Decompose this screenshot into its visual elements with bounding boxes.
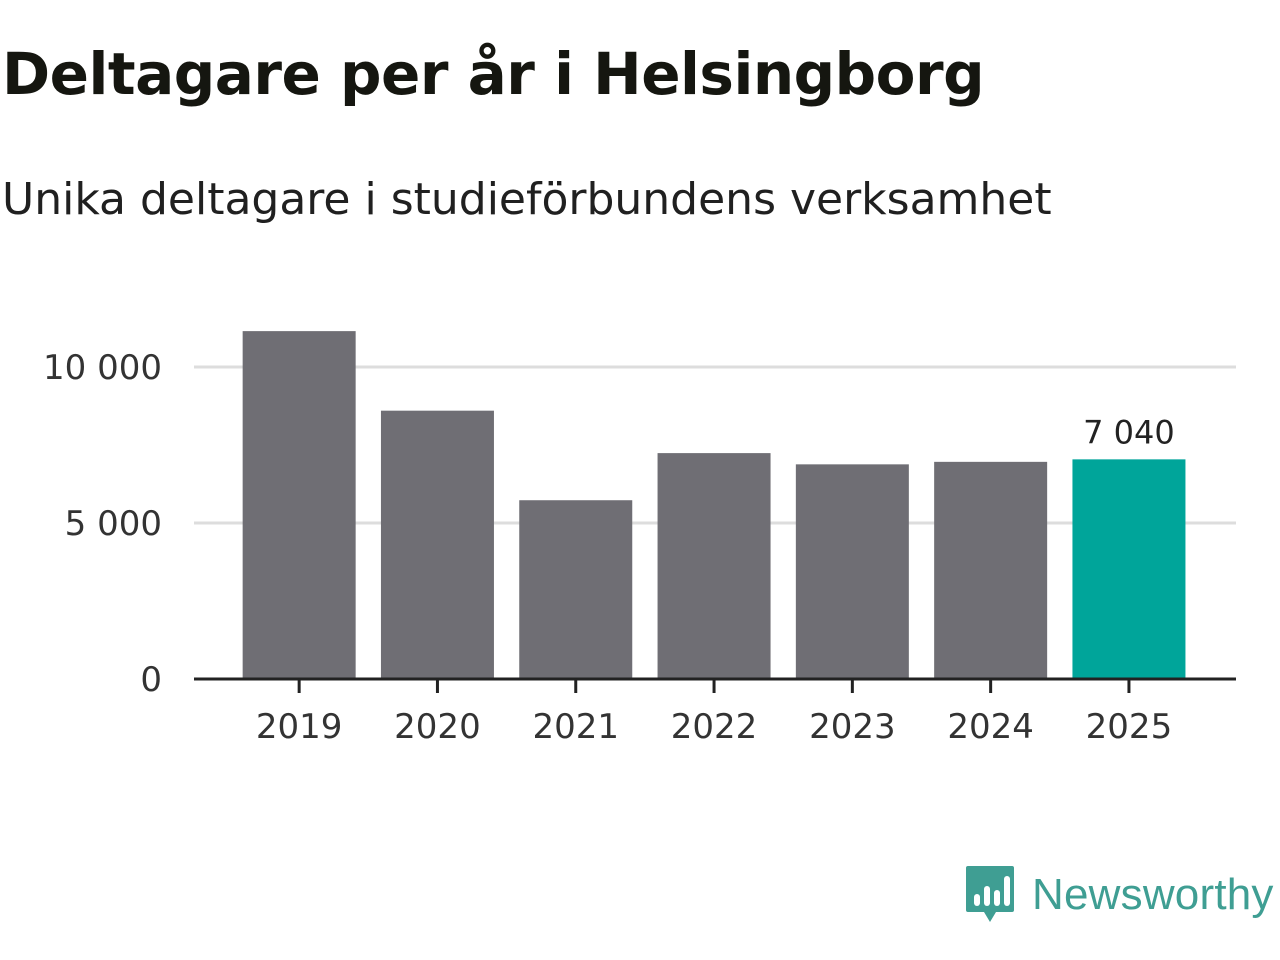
x-axis bbox=[194, 677, 1236, 693]
x-tick-label: 2021 bbox=[532, 707, 619, 747]
bar-2024 bbox=[934, 461, 1048, 679]
x-tick-label: 2022 bbox=[671, 707, 758, 747]
x-tick-label: 2020 bbox=[394, 707, 481, 747]
x-tick-label: 2019 bbox=[256, 707, 343, 747]
bar-2022 bbox=[657, 453, 771, 679]
x-tick-label: 2023 bbox=[809, 707, 896, 747]
bars bbox=[242, 331, 1186, 679]
bar-2021 bbox=[519, 500, 633, 679]
y-tick-label: 5 000 bbox=[65, 504, 162, 544]
bar-2019 bbox=[242, 331, 356, 679]
newsworthy-logo-icon bbox=[966, 866, 1014, 922]
bar-2025 bbox=[1072, 459, 1186, 679]
x-tick-label: 2025 bbox=[1086, 707, 1173, 747]
x-tick-label: 2024 bbox=[947, 707, 1034, 747]
data-labels: 7 040 bbox=[1083, 413, 1175, 451]
chart-title: Deltagare per år i Helsingborg bbox=[2, 40, 985, 108]
bar-2020 bbox=[380, 410, 494, 679]
y-tick-label: 0 bbox=[140, 660, 162, 700]
x-axis-tick-labels: 2019 2020 2021 2022 2023 2024 2025 bbox=[256, 707, 1172, 747]
chart-subtitle: Unika deltagare i studieförbundens verks… bbox=[2, 174, 1052, 225]
y-axis-tick-labels: 0 5 000 10 000 bbox=[43, 348, 162, 700]
data-label-2025: 7 040 bbox=[1083, 413, 1175, 451]
bar-2023 bbox=[795, 464, 909, 679]
newsworthy-brand: Newsworthy bbox=[964, 864, 1274, 926]
y-tick-label: 10 000 bbox=[43, 348, 162, 388]
brand-name: Newsworthy bbox=[1032, 870, 1274, 919]
